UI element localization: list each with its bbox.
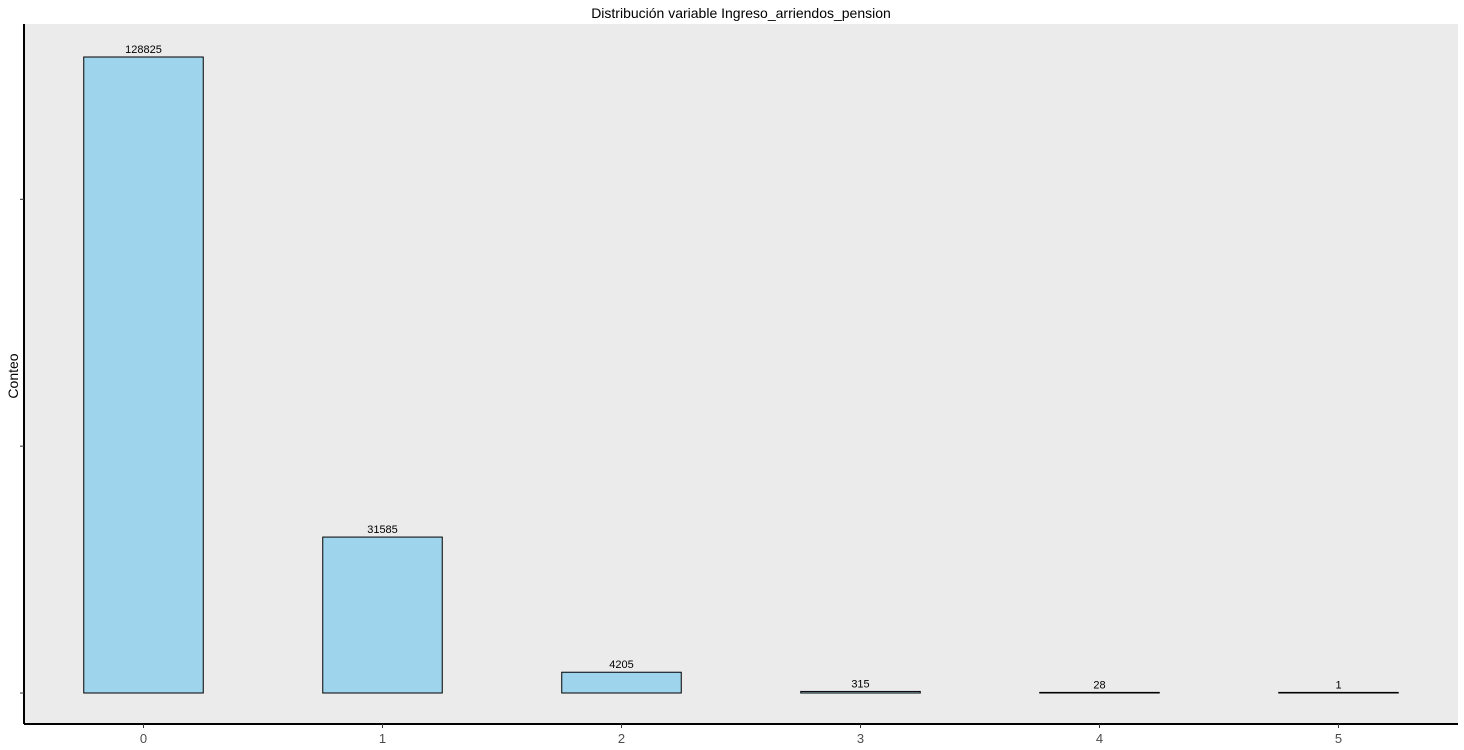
x-tick-label-5: 5 <box>1335 731 1342 746</box>
x-tick-label-4: 4 <box>1096 731 1103 746</box>
data-labels-layer: 128825 31585 4205 315 28 1 <box>125 44 1341 691</box>
x-tick-label-2: 2 <box>618 731 625 746</box>
bars-layer <box>83 56 1399 694</box>
chart-title: Distribución variable Ingreso_arriendos_… <box>591 5 891 21</box>
x-tick-label-3: 3 <box>857 731 864 746</box>
x-ticks-layer: 0 1 2 3 4 5 <box>140 724 1342 746</box>
x-tick-label-0: 0 <box>140 731 147 746</box>
bar-5 <box>1278 691 1399 694</box>
axes-layer <box>23 24 1458 725</box>
bar-1 <box>322 536 443 694</box>
y-axis-label: Conteo <box>5 353 21 398</box>
bar-4 <box>1039 691 1160 694</box>
plot-panel-background <box>24 24 1458 724</box>
bar-2 <box>561 671 682 694</box>
data-label-3: 315 <box>851 678 869 690</box>
bar-3 <box>800 690 921 694</box>
data-label-0: 128825 <box>125 44 162 56</box>
bar-0 <box>83 56 204 694</box>
data-label-4: 28 <box>1093 679 1105 691</box>
data-label-2: 4205 <box>609 659 633 671</box>
data-label-5: 1 <box>1335 679 1341 691</box>
x-tick-label-1: 1 <box>379 731 386 746</box>
y-ticks-layer <box>20 198 24 694</box>
data-label-1: 31585 <box>367 524 398 536</box>
